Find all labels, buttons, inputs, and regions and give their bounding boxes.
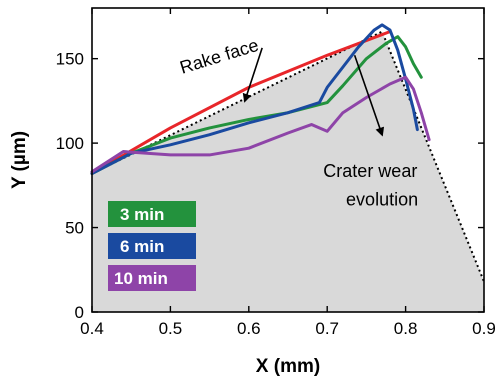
y-tick-label: 100 xyxy=(56,134,84,153)
legend: 3 min 6 min 10 min xyxy=(108,201,196,291)
plot-frame xyxy=(91,7,485,313)
axis-ticks: 0.4 0.5 0.6 0.7 0.8 0.9 0 50 100 150 xyxy=(56,8,496,338)
x-tick-label: 0.9 xyxy=(472,319,496,338)
x-tick-label: 0.5 xyxy=(159,319,183,338)
x-axis-title: X (mm) xyxy=(256,356,320,377)
x-tick-label: 0.6 xyxy=(237,319,261,338)
crater-wear-label: Crater wear xyxy=(323,161,417,181)
x-tick-label: 0.4 xyxy=(80,319,104,338)
legend-swatch-3min xyxy=(108,201,196,227)
y-tick-label: 150 xyxy=(56,50,84,69)
y-tick-label: 0 xyxy=(75,303,84,322)
series-line-2 xyxy=(90,23,419,176)
legend-swatch-6min xyxy=(108,233,196,259)
y-axis-title: Y (µm) xyxy=(9,131,30,189)
x-tick-label: 0.7 xyxy=(315,319,339,338)
series-line-1 xyxy=(90,35,423,176)
evolution-label: evolution xyxy=(346,190,418,210)
legend-label-6min: 6 min xyxy=(120,237,164,256)
legend-swatch-10min xyxy=(108,265,196,291)
x-tick-label: 0.8 xyxy=(394,319,418,338)
legend-label-3min: 3 min xyxy=(120,205,164,224)
crater-wear-arrow xyxy=(353,55,385,137)
rake-face-label: Rake face xyxy=(177,35,260,78)
rake-face-arrow xyxy=(242,47,263,103)
y-tick-label: 50 xyxy=(65,219,84,238)
series-line-3 xyxy=(90,75,431,174)
legend-label-10min: 10 min xyxy=(114,269,168,288)
